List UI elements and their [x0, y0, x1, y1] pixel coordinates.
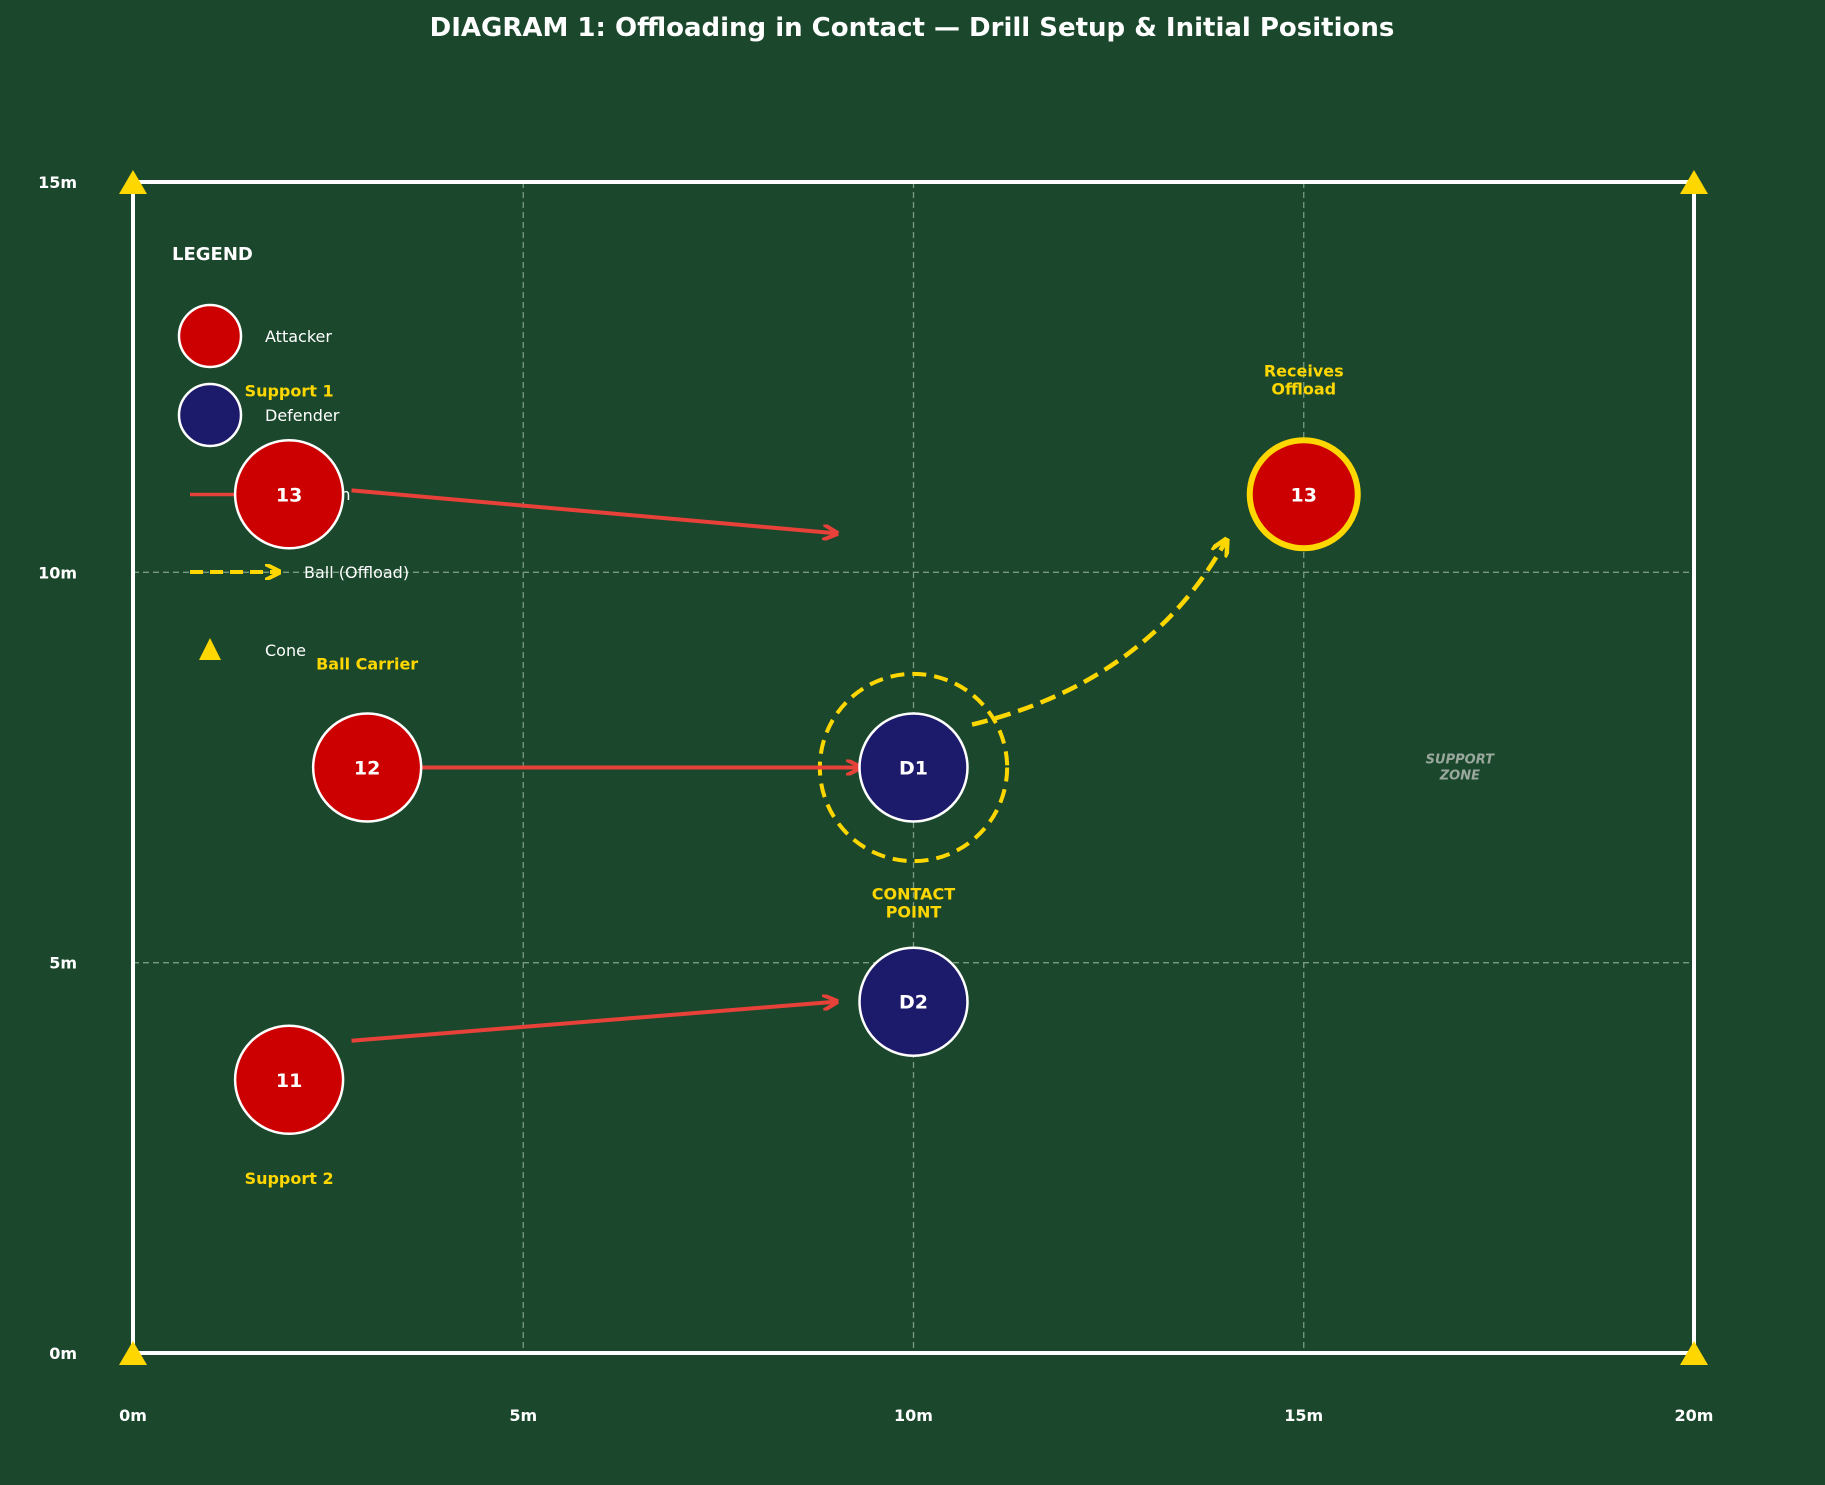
- y-tick-label: 15m: [38, 173, 77, 192]
- legend-title: LEGEND: [172, 244, 253, 265]
- support-zone-label: SUPPORT ZONE: [1426, 753, 1495, 784]
- legend-item-label: Cone: [265, 641, 306, 660]
- support-zone: SUPPORT ZONE: [1426, 753, 1495, 784]
- y-tick-label: 0m: [49, 1344, 77, 1363]
- attacker-legend-icon: [177, 303, 243, 369]
- defender-marker: [858, 712, 969, 823]
- attacker-marker: [311, 712, 423, 823]
- defender-marker: [858, 946, 969, 1057]
- player-number: 12: [354, 758, 380, 780]
- player-runs: [351, 488, 859, 1043]
- axis-labels: 0m 5m 10m 15m 20m 0m 5m 10m 15m: [38, 173, 1713, 1425]
- contact-point-label: CONTACT POINT: [872, 885, 956, 922]
- defender-legend-icon: [177, 382, 243, 448]
- x-tick-label: 0m: [119, 1406, 147, 1425]
- cone-legend-icon: [199, 638, 221, 660]
- pitch-boundary: [131, 180, 1696, 1355]
- player-role-label: Receives Offload: [1264, 361, 1344, 398]
- legend-item-label: Defender: [265, 406, 340, 425]
- attacker-marker: [233, 1024, 345, 1136]
- x-tick-label: 10m: [894, 1406, 933, 1425]
- attacker-marker: [1246, 437, 1361, 552]
- cone-marker: [119, 1341, 147, 1365]
- grid-lines: [133, 182, 1694, 1353]
- x-tick-label: 15m: [1284, 1406, 1323, 1425]
- offload-arrow: [971, 541, 1226, 727]
- player-number: 13: [1291, 484, 1317, 506]
- x-tick-label: 5m: [509, 1406, 537, 1425]
- ball-offload: [971, 541, 1226, 727]
- player-number: D2: [899, 992, 928, 1014]
- player-role-label: Support 2: [245, 1169, 334, 1188]
- player-number: 13: [276, 484, 302, 506]
- cones: [119, 170, 1708, 1365]
- legend-item-label: Ball (Offload): [304, 563, 409, 582]
- legend-item-label: Attacker: [265, 327, 332, 346]
- y-tick-label: 5m: [49, 954, 77, 973]
- cone-marker: [119, 170, 147, 194]
- players: 13 Support 1 12 Ball Carrier 11 Support 2 13 Re…: [233, 361, 1361, 1188]
- run-arrow: [351, 488, 836, 533]
- x-tick-label: 20m: [1675, 1406, 1714, 1425]
- player-number: D1: [899, 758, 928, 780]
- player-role-label: Support 1: [245, 381, 334, 400]
- cone-marker: [1680, 170, 1708, 194]
- y-tick-label: 10m: [38, 563, 77, 582]
- cone-marker: [1680, 1341, 1708, 1365]
- page-title: DIAGRAM 1: Offloading in Contact — Drill…: [430, 13, 1395, 43]
- player-role-label: Ball Carrier: [316, 655, 418, 674]
- player-number: 11: [276, 1070, 302, 1092]
- attacker-marker: [233, 439, 345, 550]
- run-arrow: [351, 1002, 836, 1043]
